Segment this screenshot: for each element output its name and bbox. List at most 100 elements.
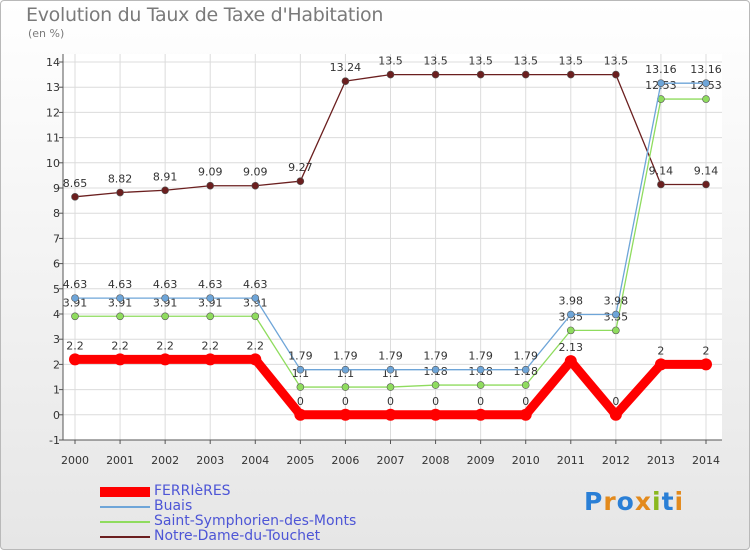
data-point xyxy=(251,181,260,190)
unit-label: (en %) xyxy=(28,27,65,40)
data-label: 2 xyxy=(657,344,664,357)
x-tick-label: 2008 xyxy=(422,454,450,467)
data-point xyxy=(566,310,575,319)
data-point xyxy=(116,312,124,321)
data-point xyxy=(429,408,442,421)
data-label: 4.63 xyxy=(198,278,223,291)
data-point xyxy=(116,188,124,197)
data-point xyxy=(69,353,81,366)
y-tick-label: 10 xyxy=(46,157,60,170)
data-point xyxy=(476,365,485,374)
data-label: 1.79 xyxy=(513,350,538,363)
data-point xyxy=(431,365,440,374)
data-label: 2 xyxy=(703,344,710,357)
x-tick-label: 2009 xyxy=(467,454,495,467)
data-point xyxy=(341,365,350,374)
legend-label-saint-symphorien: Saint-Symphorien-des-Monts xyxy=(154,513,357,529)
data-point xyxy=(71,312,79,321)
y-tick-label: 13 xyxy=(46,81,60,94)
logo-letter: t xyxy=(661,487,675,516)
data-point xyxy=(249,353,262,366)
data-label: 1.79 xyxy=(333,350,358,363)
data-point xyxy=(519,408,532,421)
data-label: 13.5 xyxy=(468,55,493,68)
data-point xyxy=(386,365,395,374)
y-tick-label: 5 xyxy=(53,283,60,296)
logo-letter: P xyxy=(584,487,604,516)
data-label: 13.5 xyxy=(378,55,403,68)
data-point xyxy=(657,79,665,87)
logo-letter: x xyxy=(634,487,652,516)
data-point xyxy=(251,294,260,302)
data-label: 2.2 xyxy=(156,339,174,352)
y-tick-label: 2 xyxy=(53,358,60,371)
data-point xyxy=(521,381,530,389)
data-label: 2.2 xyxy=(201,339,219,352)
data-label: 2.2 xyxy=(66,339,84,352)
data-point xyxy=(339,408,352,421)
data-label: 13.5 xyxy=(513,55,538,68)
x-tick-label: 2012 xyxy=(602,454,630,467)
data-label: 13.16 xyxy=(690,63,722,76)
y-tick-label: 0 xyxy=(53,409,60,422)
data-point xyxy=(566,326,575,335)
data-point xyxy=(702,95,710,103)
legend-swatch-ferrieres xyxy=(100,486,150,497)
logo-letter: i xyxy=(652,487,662,516)
data-point xyxy=(71,193,79,201)
data-label: 13.16 xyxy=(645,63,677,76)
data-label: 8.82 xyxy=(108,173,133,186)
data-label: 9.14 xyxy=(694,164,719,177)
data-label: 9.14 xyxy=(649,164,674,177)
data-label: 9.09 xyxy=(243,166,268,179)
data-label: 3.91 xyxy=(243,296,268,309)
y-tick-label: 11 xyxy=(46,132,60,145)
data-label: 8.65 xyxy=(63,177,88,190)
data-point xyxy=(521,70,530,79)
data-point xyxy=(476,70,485,79)
legend-swatch-saint-symphorien xyxy=(100,520,150,523)
legend-item-ferrieres: FERRIèRES xyxy=(100,484,356,499)
x-tick-label: 2014 xyxy=(692,454,720,467)
data-point xyxy=(296,365,305,374)
data-point xyxy=(161,312,169,321)
data-point xyxy=(341,77,350,85)
data-point xyxy=(386,383,395,391)
data-label: 4.63 xyxy=(153,278,178,291)
data-label: 3.91 xyxy=(108,296,133,309)
x-tick-label: 2003 xyxy=(196,454,224,467)
data-point xyxy=(341,383,350,391)
data-point xyxy=(654,358,667,371)
y-tick-label: 6 xyxy=(53,258,60,271)
data-label: 1.79 xyxy=(288,350,313,363)
x-tick-label: 2013 xyxy=(647,454,675,467)
legend-item-buais: Buais xyxy=(100,499,356,514)
x-tick-label: 2000 xyxy=(61,454,89,467)
legend-label-buais: Buais xyxy=(154,498,193,514)
x-tick-label: 2002 xyxy=(151,454,179,467)
plot-area xyxy=(63,54,722,440)
data-label: 0 xyxy=(342,395,349,408)
y-tick-label: 14 xyxy=(46,56,60,69)
data-point xyxy=(476,381,485,389)
proxiti-logo: Proxiti xyxy=(584,487,684,516)
y-tick-label: 7 xyxy=(53,232,60,245)
data-label: 3.98 xyxy=(559,295,584,308)
legend-label-ferrieres: FERRIèRES xyxy=(154,483,231,499)
y-tick-label: 1 xyxy=(53,384,60,397)
data-point xyxy=(294,408,307,421)
legend-label-notre-dame: Notre-Dame-du-Touchet xyxy=(154,528,321,544)
data-point xyxy=(116,294,124,302)
data-label: 3.91 xyxy=(63,296,88,309)
data-label: 0 xyxy=(432,395,439,408)
x-tick-label: 2007 xyxy=(377,454,405,467)
data-point xyxy=(114,353,127,366)
data-point xyxy=(431,70,440,79)
data-point xyxy=(204,353,217,366)
data-point xyxy=(612,326,620,335)
x-tick-label: 2006 xyxy=(331,454,359,467)
data-label: 4.63 xyxy=(108,278,133,291)
y-tick-label: 3 xyxy=(53,333,60,346)
x-tick-label: 2011 xyxy=(557,454,585,467)
